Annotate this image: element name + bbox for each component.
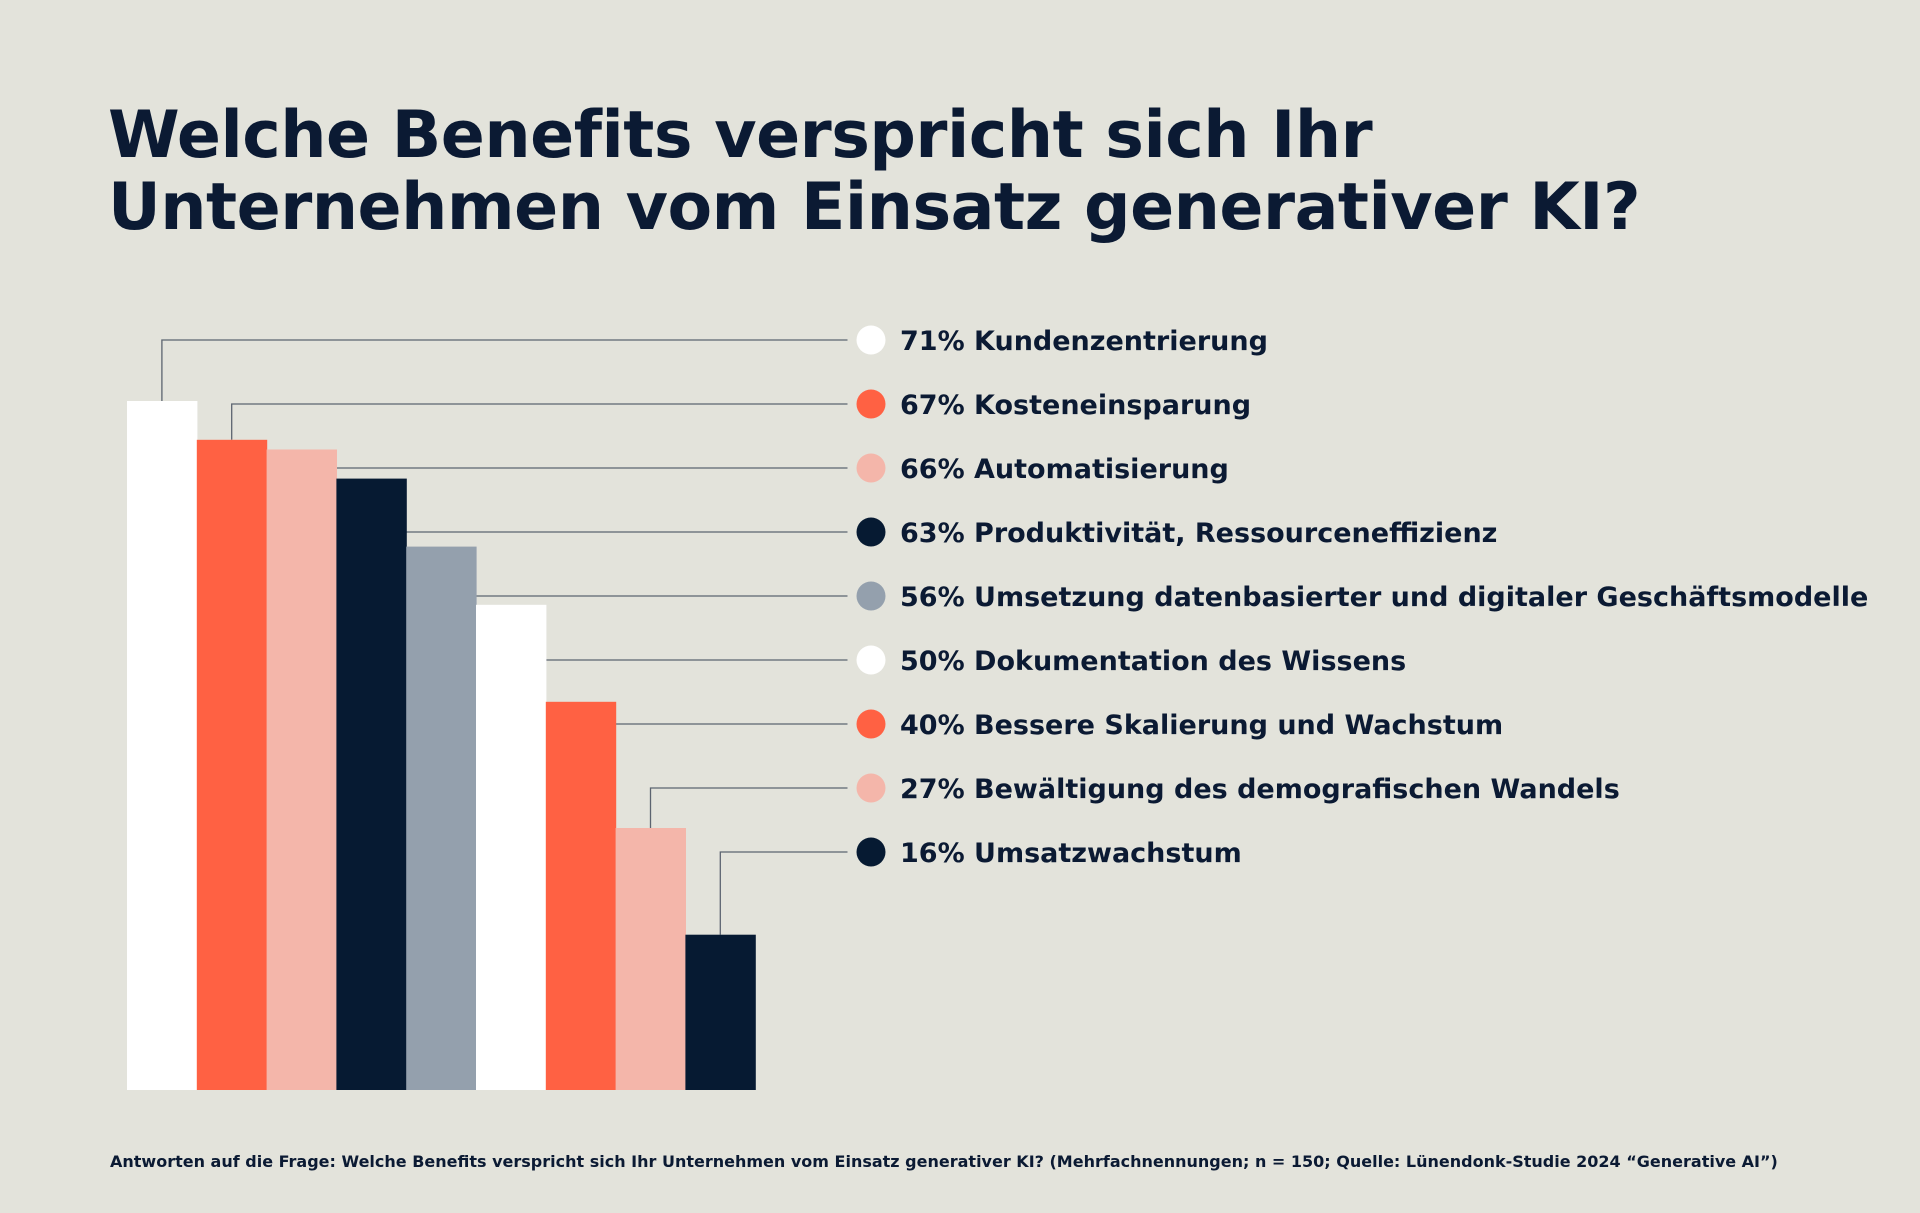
legend-label-7: 40% Bessere Skalierung und Wachstum xyxy=(900,710,1503,741)
legend-dot-8 xyxy=(856,773,886,803)
bar-5 xyxy=(406,546,477,1090)
connectors-group xyxy=(161,339,848,935)
bar-6 xyxy=(476,604,547,1090)
bar-7 xyxy=(545,701,617,1090)
legend-dot-5 xyxy=(856,581,886,611)
legend-label-6: 50% Dokumentation des Wissens xyxy=(900,646,1406,677)
legend-label-5: 56% Umsetzung datenbasierter und digital… xyxy=(900,582,1868,613)
legend-label-1: 71% Kundenzentrierung xyxy=(900,326,1268,357)
legend-group: 71% Kundenzentrierung 67% Kosteneinsparun… xyxy=(856,325,1868,869)
chart-title: Welche Benefits verspricht sich Ihr Unte… xyxy=(108,98,1641,245)
connector-line-8 xyxy=(649,787,848,828)
legend-dot-3 xyxy=(856,453,886,483)
legend-label-4: 63% Produktivität, Ressourceneffizienz xyxy=(900,518,1497,549)
connector-line-1 xyxy=(161,339,848,401)
legend-dot-4 xyxy=(856,517,886,547)
legend-label-2: 67% Kosteneinsparung xyxy=(900,390,1251,421)
chart-title-line-1: Welche Benefits verspricht sich Ihr xyxy=(108,98,1373,173)
bar-9 xyxy=(685,934,756,1090)
connector-line-9 xyxy=(719,851,848,935)
connector-line-2 xyxy=(231,403,848,440)
legend-label-9: 16% Umsatzwachstum xyxy=(900,838,1242,869)
bar-2 xyxy=(196,439,268,1090)
bar-4 xyxy=(336,478,407,1091)
chart-title-line-2: Unternehmen vom Einsatz generativer KI? xyxy=(108,170,1641,245)
bars-group xyxy=(127,401,756,1091)
source-footnote: Antworten auf die Frage: Welche Benefits… xyxy=(110,1152,1778,1171)
legend-label-8: 27% Bewältigung des demografischen Wande… xyxy=(900,774,1620,805)
bar-3 xyxy=(266,449,337,1090)
bar-8 xyxy=(615,828,686,1090)
legend-dot-9 xyxy=(856,837,886,867)
legend-dot-7 xyxy=(856,709,886,739)
legend-dot-2 xyxy=(856,389,886,419)
legend-label-3: 66% Automatisierung xyxy=(900,454,1229,485)
bar-1 xyxy=(127,401,198,1090)
legend-dot-1 xyxy=(856,325,886,355)
legend-dot-6 xyxy=(856,645,886,675)
